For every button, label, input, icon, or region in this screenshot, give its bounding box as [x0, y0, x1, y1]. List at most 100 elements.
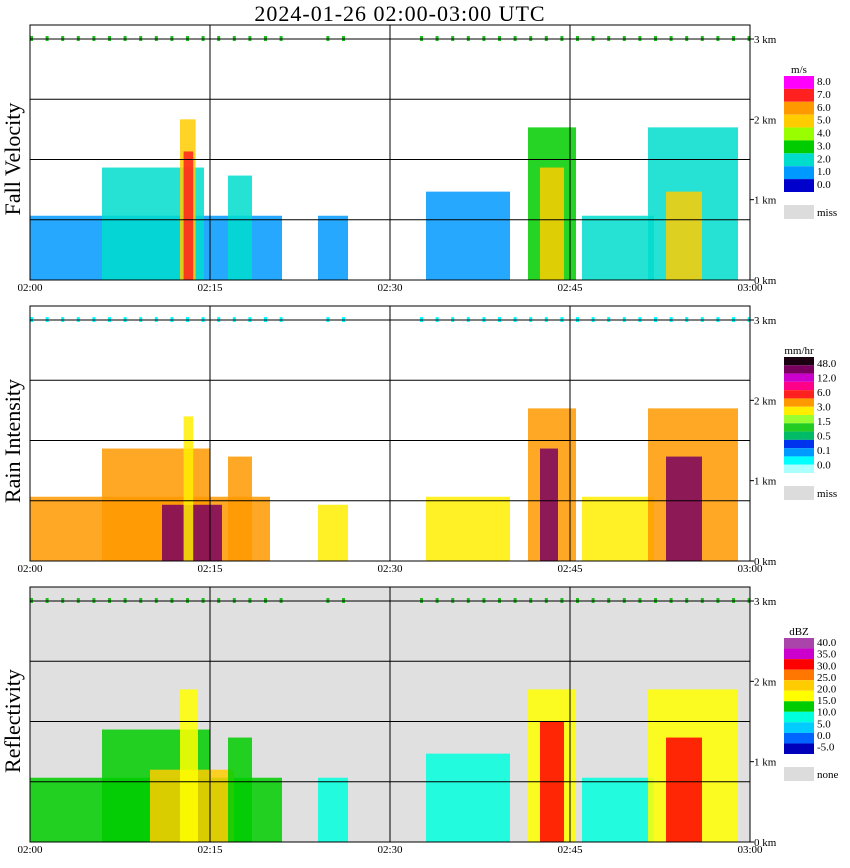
legend-swatch [784, 701, 814, 712]
legend-swatch [784, 423, 814, 432]
legend-swatch [784, 365, 814, 374]
echo-cell [180, 689, 198, 842]
echo-cell [183, 151, 194, 280]
height-tick-label: 2 km [754, 114, 777, 126]
echo-cell [228, 456, 252, 561]
x-tick-label: 03:00 [737, 563, 763, 575]
echo-cell [666, 456, 702, 561]
legend-level-label: 0.1 [817, 445, 831, 457]
x-tick-label: 02:30 [377, 844, 403, 856]
legend-swatch [784, 406, 814, 415]
height-tick-label: 1 km [754, 757, 777, 769]
legend-swatch [784, 101, 814, 115]
x-tick-label: 02:00 [17, 844, 43, 856]
legend-swatch [784, 357, 814, 366]
x-tick-label: 02:00 [17, 282, 43, 294]
echo-cell [426, 496, 510, 561]
legend-swatch [784, 415, 814, 424]
legend-swatch [784, 398, 814, 407]
legend-swatch [784, 431, 814, 440]
legend-unit: dBZ [789, 626, 809, 638]
echo-cell [666, 737, 702, 842]
legend-swatch [784, 456, 814, 465]
height-tick-label: 0 km [754, 556, 777, 568]
legend-level-label: 6.0 [817, 387, 831, 399]
legend-level-label: 0.0 [817, 460, 831, 472]
x-tick-label: 02:30 [377, 282, 403, 294]
legend-swatch [784, 638, 814, 649]
echo-cell [183, 416, 194, 561]
height-tick-label: 3 km [754, 315, 777, 327]
height-tick-label: 0 km [754, 837, 777, 849]
legend-swatch [784, 722, 814, 733]
legend-swatch [784, 153, 814, 167]
legend-level-label: 3.0 [817, 402, 831, 414]
legend-swatch [784, 648, 814, 660]
legend-level-label: -5.0 [817, 742, 835, 754]
legend-missing-swatch [784, 205, 814, 219]
legend-missing-label: none [817, 769, 839, 781]
legend-level-label: 35.0 [817, 649, 837, 661]
height-tick-label: 3 km [754, 34, 777, 46]
panel-frame [29, 305, 751, 562]
legend-swatch [784, 127, 814, 141]
x-tick-label: 02:15 [197, 563, 223, 575]
legend-level-label: 0.5 [817, 431, 831, 443]
legend-swatch [784, 680, 814, 691]
legend-level-label: 30.0 [817, 660, 837, 672]
x-tick-label: 03:00 [737, 282, 763, 294]
legend-missing-label: miss [817, 488, 837, 500]
legend-level-label: 12.0 [817, 373, 837, 385]
legend-swatch [784, 166, 814, 180]
legend-level-label: 4.0 [817, 128, 831, 140]
echo-cell [582, 215, 654, 280]
legend-swatch [784, 381, 814, 391]
legend-swatch [784, 711, 814, 723]
x-tick-label: 02:15 [197, 282, 223, 294]
legend-swatch [784, 179, 814, 192]
height-tick-label: 1 km [754, 476, 777, 488]
legend-swatch [784, 659, 814, 670]
legend-level-label: 0.0 [817, 179, 831, 191]
legend-swatch [784, 76, 814, 89]
legend-missing-swatch [784, 767, 814, 781]
legend-level-label: 5.0 [817, 718, 831, 730]
echo-cell [318, 215, 348, 280]
legend-swatch [784, 464, 814, 473]
legend-swatch [784, 88, 814, 102]
height-tick-label: 3 km [754, 596, 777, 608]
legend-level-label: 48.0 [817, 358, 837, 370]
legend-swatch [784, 439, 814, 449]
legend-level-label: 1.0 [817, 166, 831, 178]
height-tick-label: 0 km [754, 275, 777, 287]
legend-level-label: 8.0 [817, 76, 831, 88]
legend-swatch [784, 390, 814, 399]
legend-level-label: 0.0 [817, 730, 831, 742]
height-tick-label: 2 km [754, 676, 777, 688]
x-tick-label: 02:15 [197, 844, 223, 856]
legend-swatch [784, 448, 814, 457]
legend-swatch [784, 669, 814, 681]
legend-unit: mm/hr [784, 345, 814, 357]
legend-swatch [784, 732, 814, 744]
legend-level-label: 10.0 [817, 707, 837, 719]
x-tick-label: 02:45 [557, 563, 583, 575]
legend-swatch [784, 690, 814, 702]
legend-level-label: 6.0 [817, 102, 831, 114]
legend-swatch [784, 114, 814, 128]
echo-cell [318, 777, 348, 842]
legend-level-label: 15.0 [817, 695, 837, 707]
legend-swatch [784, 140, 814, 154]
legend-level-label: 7.0 [817, 89, 831, 101]
echo-cell [228, 175, 252, 280]
x-tick-label: 03:00 [737, 844, 763, 856]
legend-unit: m/s [791, 64, 807, 76]
legend-missing-swatch [784, 486, 814, 500]
panel-frame [29, 24, 751, 281]
echo-cell [318, 504, 348, 561]
legend-level-label: 5.0 [817, 115, 831, 127]
legend-level-label: 2.0 [817, 153, 831, 165]
height-tick-label: 2 km [754, 395, 777, 407]
legend-level-label: 3.0 [817, 140, 831, 152]
legend-level-label: 40.0 [817, 637, 837, 649]
